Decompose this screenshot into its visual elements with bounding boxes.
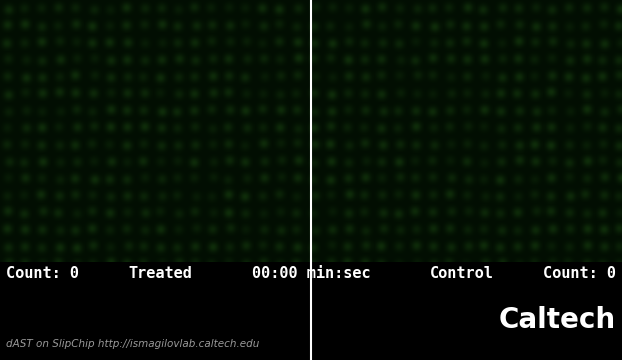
Text: Control: Control [430, 266, 494, 282]
Text: Treated: Treated [128, 266, 192, 282]
Text: dAST on SlipChip http://ismagilovlab.caltech.edu: dAST on SlipChip http://ismagilovlab.cal… [6, 339, 259, 349]
Text: Count: 0: Count: 0 [6, 266, 79, 282]
Text: Count: 0: Count: 0 [543, 266, 616, 282]
Text: Caltech: Caltech [499, 306, 616, 334]
Text: 00:00 min:sec: 00:00 min:sec [252, 266, 370, 282]
